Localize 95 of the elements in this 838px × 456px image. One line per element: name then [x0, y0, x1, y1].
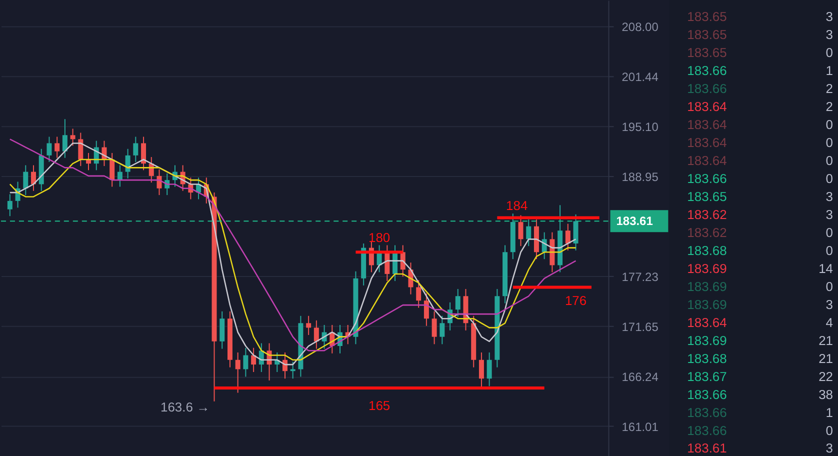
text: 0: [826, 171, 834, 186]
candlestick: [314, 320, 319, 350]
text: 22: [818, 368, 834, 384]
text: 0: [826, 117, 834, 132]
category-label: 183.64: [687, 99, 727, 114]
category-label: 183.64: [687, 117, 727, 132]
candlestick: [7, 194, 12, 217]
candlestick: [46, 136, 52, 162]
category-label: 183.69: [687, 260, 727, 276]
text: 1: [826, 404, 834, 420]
candlestick: [110, 152, 115, 188]
candlestick: [290, 361, 296, 380]
candlestick: [573, 214, 578, 251]
y-tick-label: 195.10: [622, 120, 659, 134]
y-tick-label: 166.24: [622, 370, 659, 384]
y-tick-label: 188.95: [622, 170, 659, 184]
candlestick: [416, 280, 422, 308]
text: 3: [826, 296, 834, 312]
text: 21: [818, 350, 834, 366]
category-label: 183.66: [687, 422, 727, 438]
category-label: 183.64: [687, 314, 727, 330]
y-tick-label: 161.01: [622, 420, 659, 434]
category-label: 183.64: [687, 135, 727, 150]
text: 0: [826, 278, 834, 294]
y-tick-label: 208.00: [622, 20, 659, 34]
text: 4: [826, 314, 834, 330]
text: 14: [818, 260, 834, 276]
category-label: 183.62: [687, 224, 727, 240]
candlestick: [306, 315, 312, 336]
candlestick: [117, 164, 122, 188]
candlestick: [156, 168, 162, 196]
text: 0: [826, 242, 834, 258]
text: 3: [826, 27, 834, 42]
annotation: 184: [506, 198, 528, 213]
text: 3: [826, 189, 834, 204]
text: 0: [826, 153, 834, 168]
category-label: 183.61: [687, 440, 727, 456]
category-label: 183.68: [687, 242, 727, 258]
candlestick: [54, 136, 60, 158]
text: 0: [826, 224, 834, 240]
text: 3: [826, 207, 834, 222]
category-label: 183.65: [687, 45, 727, 60]
category-label: 183.68: [687, 350, 727, 366]
candlestick: [424, 292, 429, 326]
y-tick-label: 177.23: [622, 270, 659, 284]
text: 0: [826, 45, 834, 60]
candlestick: [251, 347, 256, 373]
text: 3: [826, 440, 834, 456]
candlestick: [133, 136, 138, 162]
candlestick: [220, 310, 225, 350]
category-label: 183.66: [687, 386, 727, 402]
annotation: 163.6 →: [160, 399, 210, 414]
text: 0: [826, 422, 834, 438]
candlestick: [78, 132, 84, 167]
text: 1: [826, 63, 834, 78]
candlestick: [486, 352, 492, 387]
candlestick: [455, 288, 460, 318]
category-label: 183.69: [687, 296, 727, 312]
candlestick: [478, 352, 484, 389]
text: 0: [826, 135, 834, 150]
y-tick-label: 201.44: [622, 70, 659, 84]
text: 2: [826, 99, 834, 114]
candlestick: [70, 128, 76, 146]
annotation: 180: [368, 230, 390, 246]
candlestick: [23, 164, 28, 196]
text: 38: [818, 386, 834, 402]
category-label: 183.66: [687, 404, 727, 420]
candlestick: [432, 310, 437, 345]
y-tick-label: 171.65: [622, 320, 659, 334]
category-label: 183.69: [687, 332, 727, 348]
candlestick: [518, 214, 524, 247]
category-label: 183.65: [687, 27, 727, 42]
text: 3: [826, 9, 834, 24]
category-label: 183.69: [687, 278, 727, 294]
category-label: 183.62: [687, 207, 727, 222]
annotation: 176: [564, 293, 587, 308]
category-label: 183.65: [687, 189, 727, 204]
category-label: 183.66: [687, 63, 727, 78]
candlestick: [440, 315, 445, 345]
category-label: 183.64: [687, 153, 727, 168]
candlestick: [141, 136, 146, 171]
candlestick: [235, 352, 240, 394]
category-label: 183.65: [687, 9, 727, 24]
category-label: 183.66: [687, 171, 727, 186]
text: 21: [818, 332, 834, 348]
category-label: 183.66: [687, 81, 727, 96]
category-label: 183.67: [687, 368, 727, 384]
candlestick: [565, 223, 570, 251]
candlestick: [243, 347, 248, 378]
candlestick: [31, 164, 36, 192]
candlestick: [62, 118, 68, 158]
annotation: 165: [368, 398, 390, 413]
candlestick: [526, 219, 532, 247]
ref-line-label: 183.61: [616, 214, 654, 228]
text: 2: [826, 81, 834, 96]
